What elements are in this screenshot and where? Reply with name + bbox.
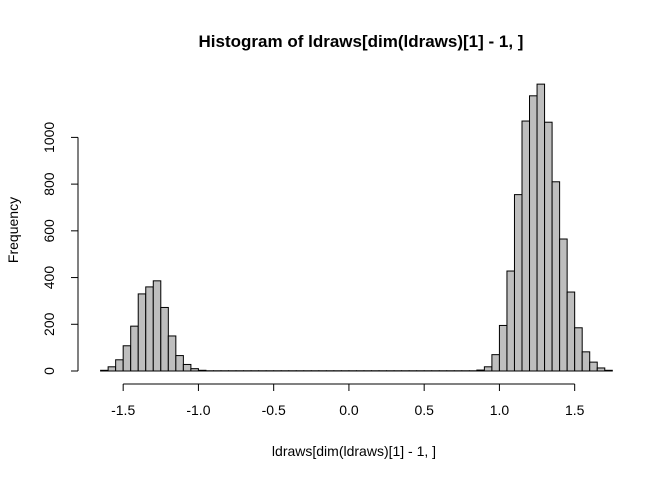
x-tick-label: 1.0: [490, 402, 510, 418]
histogram-bar-12: [191, 369, 199, 371]
x-tick-label: 0.0: [339, 402, 359, 418]
y-tick-label: 200: [41, 312, 57, 336]
histogram-bar-51: [484, 367, 492, 371]
histogram-bar-7: [153, 281, 161, 371]
histogram-bar-56: [522, 121, 530, 371]
histogram-bar-67: [605, 370, 613, 371]
histogram-bar-50: [477, 370, 485, 371]
histogram-bar-53: [499, 325, 507, 371]
histogram-bar-3: [123, 346, 131, 371]
x-tick-label: -1.0: [186, 402, 210, 418]
histogram-bar-6: [146, 287, 154, 371]
histogram-bar-8: [161, 307, 169, 371]
x-axis: -1.5 -1.0 -0.5 0.0 0.5 1.0 1.5: [111, 384, 585, 418]
histogram-bar-10: [176, 356, 184, 371]
histogram-bar-60: [552, 182, 560, 371]
histogram-bar-52: [492, 355, 500, 371]
histogram-bar-63: [575, 328, 583, 371]
histogram-bar-9: [168, 336, 176, 371]
histogram-bar-61: [560, 239, 568, 371]
y-tick-label: 1000: [41, 122, 57, 153]
y-tick-label: 0: [41, 367, 57, 375]
y-tick-label: 800: [41, 172, 57, 196]
histogram-bar-66: [597, 368, 605, 371]
histogram-bar-59: [545, 122, 553, 371]
x-axis-label: ldraws[dim(ldraws)[1] - 1, ]: [272, 443, 436, 459]
histogram-bar-1: [108, 367, 116, 371]
histogram-bar-0: [101, 370, 109, 371]
x-tick-label: -0.5: [262, 402, 286, 418]
histogram-bar-2: [116, 360, 124, 371]
x-tick-label: 0.5: [414, 402, 434, 418]
histogram-bar-62: [567, 292, 575, 371]
histogram-bar-54: [507, 271, 515, 371]
chart-title: Histogram of ldraws[dim(ldraws)[1] - 1, …: [199, 32, 524, 51]
histogram-bar-11: [183, 364, 191, 371]
y-axis: 0 200 400 600 800 1000: [41, 122, 78, 375]
y-tick-label: 600: [41, 219, 57, 243]
histogram-bar-13: [198, 370, 206, 371]
x-tick-label: 1.5: [565, 402, 585, 418]
x-tick-label: -1.5: [111, 402, 135, 418]
histogram-bar-64: [582, 352, 590, 371]
y-axis-label: Frequency: [5, 197, 21, 263]
histogram-bar-57: [530, 96, 538, 371]
bars-group: [101, 84, 613, 371]
histogram-bar-58: [537, 84, 545, 371]
y-tick-label: 400: [41, 266, 57, 290]
histogram-bar-55: [514, 195, 522, 371]
histogram-bar-65: [590, 362, 598, 371]
histogram-bar-4: [131, 326, 139, 371]
histogram-bar-5: [138, 294, 146, 371]
